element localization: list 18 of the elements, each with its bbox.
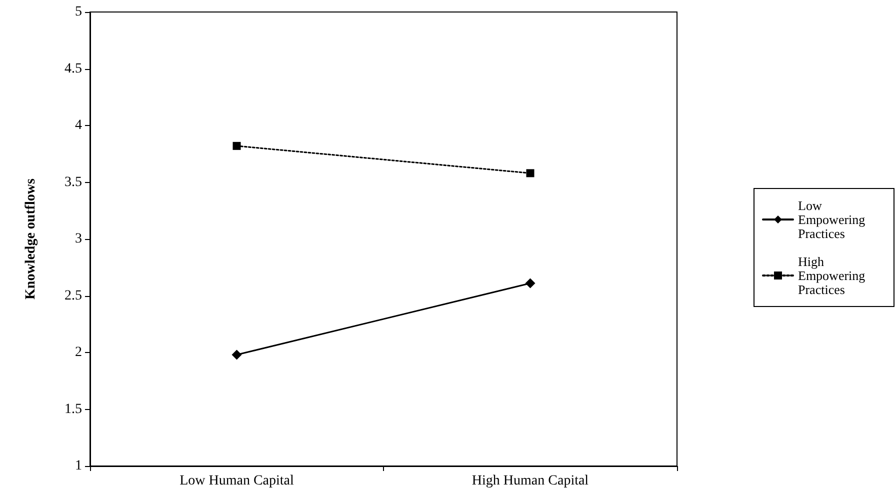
point xyxy=(526,169,534,178)
point xyxy=(232,350,242,360)
y-tick-label: 1.5 xyxy=(64,402,82,417)
y-tick-label: 2 xyxy=(75,345,82,360)
y-tick-label: 5 xyxy=(75,4,82,20)
y-axis-title: Knowledge outflows xyxy=(24,178,38,300)
legend-label: High Empowering Practices xyxy=(798,254,868,297)
x-tick-label: High Human Capital xyxy=(472,474,589,488)
point xyxy=(232,142,241,150)
x-tick-label: Low Human Capital xyxy=(180,474,294,488)
y-tick-label: 3.5 xyxy=(64,174,82,190)
legend-label: Low Empowering Practices xyxy=(798,198,868,241)
y-tick-label: 2.5 xyxy=(64,288,82,304)
y-tick-label: 1 xyxy=(75,458,82,474)
y-tick-label: 3 xyxy=(75,232,82,246)
y-tick-label: 4.5 xyxy=(64,61,82,76)
y-tick-label: 4 xyxy=(75,118,82,133)
point xyxy=(525,278,536,288)
